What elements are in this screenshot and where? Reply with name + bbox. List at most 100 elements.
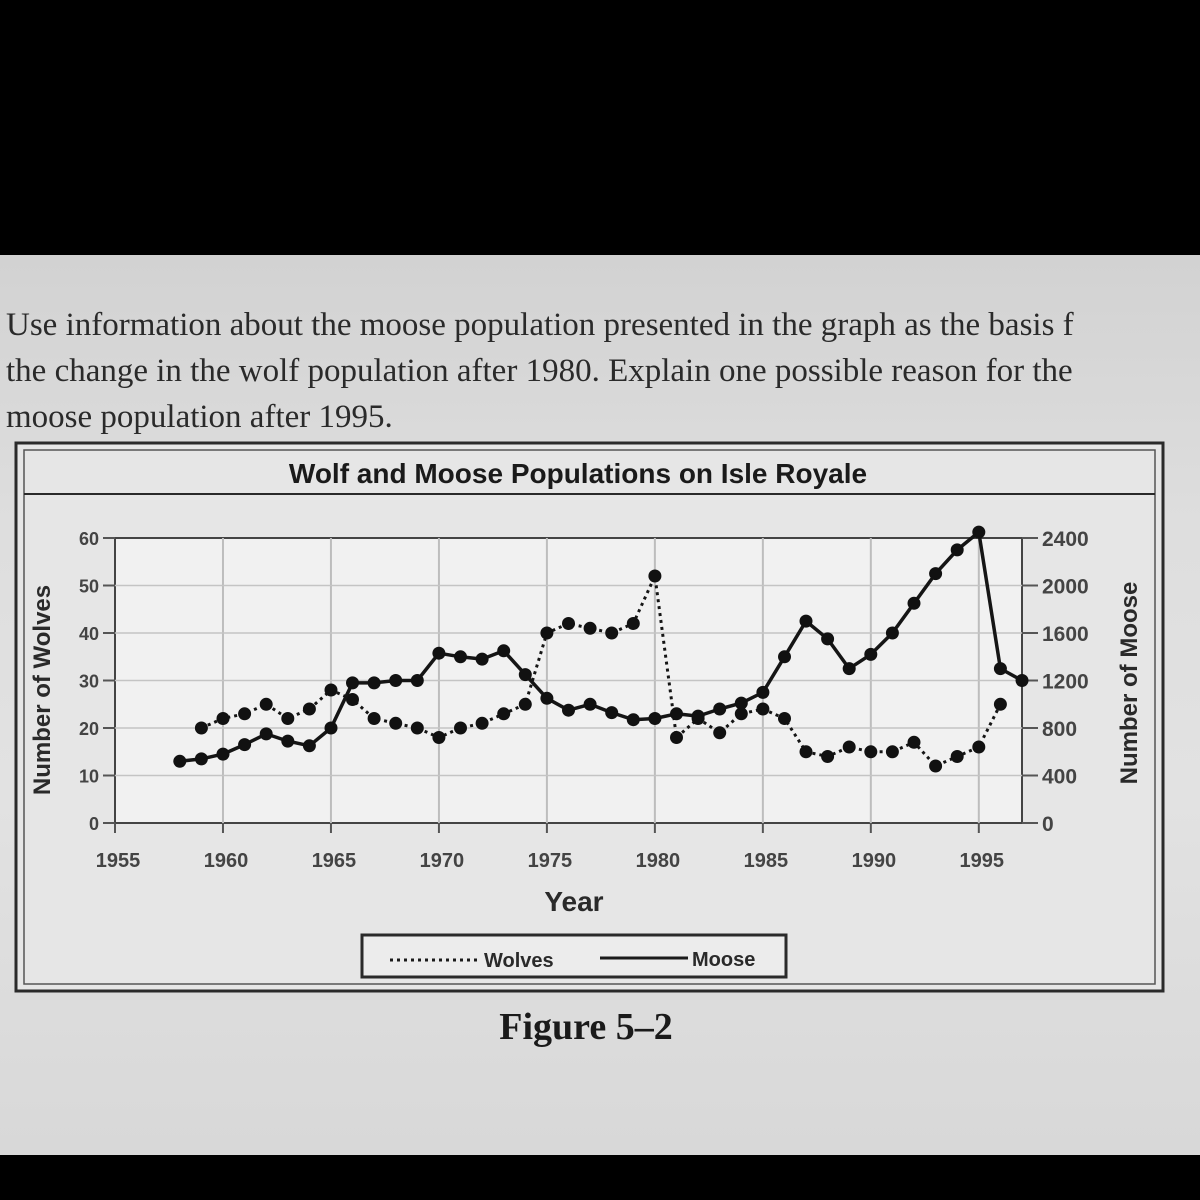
data-point-wolves: [756, 702, 770, 716]
data-point-wolves: [216, 712, 230, 725]
data-point-moose: [1015, 674, 1029, 687]
y-right-tick-label: 1600: [1042, 623, 1089, 646]
x-tick-label: 1975: [528, 850, 573, 872]
data-point-wolves: [907, 735, 921, 749]
y-right-tick-label: 0: [1042, 813, 1054, 836]
data-point-wolves: [778, 712, 791, 725]
data-point-moose: [864, 647, 878, 661]
legend-box: [360, 933, 788, 979]
data-point-wolves: [238, 707, 252, 721]
x-tick-label: 1990: [852, 850, 897, 872]
y-axis-right-label: Number of Moose: [1116, 582, 1143, 785]
data-point-wolves: [842, 740, 856, 754]
x-tick-label: 1965: [312, 850, 357, 872]
y-axis-left: 0 10 20 30 40 50 60: [79, 529, 115, 834]
data-point-wolves: [324, 683, 338, 697]
y-left-tick-label: 20: [79, 719, 99, 739]
data-point-moose: [562, 703, 575, 717]
data-point-wolves: [281, 712, 295, 725]
question-line: moose population after 1995.: [6, 399, 393, 435]
figure-caption: Figure 5–2: [499, 1006, 673, 1048]
data-point-moose: [259, 727, 273, 741]
question-text: Use information about the moose populati…: [6, 302, 1196, 440]
data-point-moose: [842, 662, 856, 676]
data-point-wolves: [540, 626, 554, 640]
data-point-wolves: [454, 721, 467, 735]
data-point-wolves: [410, 721, 424, 735]
data-point-moose: [346, 676, 359, 690]
y-axis-left-label: Number of Wolves: [29, 585, 56, 795]
y-left-tick-label: 10: [79, 767, 99, 787]
data-point-moose: [410, 674, 424, 687]
data-point-moose: [540, 691, 554, 705]
series-line-moose: [179, 530, 1023, 764]
x-tick-label: 1955: [96, 850, 141, 872]
y-right-tick-label: 2000: [1042, 576, 1089, 599]
legend-label-moose: Moose: [692, 949, 755, 971]
x-tick-label: 1970: [420, 850, 465, 872]
data-point-wolves: [432, 731, 446, 744]
data-point-wolves: [389, 716, 403, 730]
data-point-moose: [518, 668, 532, 682]
data-point-wolves: [713, 726, 727, 740]
y-left-tick-label: 0: [89, 814, 99, 834]
x-tick-label: 1985: [744, 850, 789, 872]
data-point-wolves: [821, 750, 835, 763]
data-point-wolves: [367, 712, 381, 725]
data-point-moose: [734, 696, 748, 710]
data-point-moose: [324, 721, 338, 735]
data-point-moose: [885, 626, 899, 640]
data-point-wolves: [562, 617, 575, 630]
chart-inner-border: [23, 449, 1156, 985]
data-point-moose: [454, 650, 467, 664]
data-point-moose: [432, 646, 446, 660]
data-point-wolves: [670, 731, 683, 744]
data-point-moose: [389, 674, 403, 687]
data-point-moose: [194, 752, 208, 766]
data-point-moose: [605, 706, 619, 720]
data-point-wolves: [929, 759, 943, 773]
y-left-tick-label: 40: [79, 624, 99, 644]
data-point-wolves: [194, 721, 208, 735]
data-point-moose: [281, 734, 295, 748]
data-point-wolves: [605, 626, 619, 640]
y-left-tick-label: 30: [79, 672, 99, 692]
data-point-wolves: [497, 707, 511, 721]
data-point-wolves: [583, 621, 597, 635]
data-point-wolves: [950, 750, 964, 763]
y-axis-right: 0 400 800 1200 1600 2000 2400: [1022, 528, 1089, 836]
x-axis-label: Year: [544, 886, 603, 917]
y-left-tick-label: 60: [79, 529, 99, 549]
data-point-moose: [173, 754, 187, 768]
data-point-moose: [907, 596, 921, 610]
x-tick-label: 1980: [636, 850, 681, 872]
data-point-moose: [993, 662, 1007, 676]
y-right-tick-label: 1200: [1042, 671, 1089, 694]
data-point-moose: [713, 702, 727, 716]
data-point-moose: [583, 697, 597, 711]
data-point-moose: [302, 739, 316, 753]
data-point-wolves: [734, 707, 748, 721]
series-wolves: [194, 569, 1007, 773]
legend: Wolves Moose: [360, 933, 788, 979]
chart-title: Wolf and Moose Populations on Isle Royal…: [289, 458, 867, 489]
series-moose: [173, 525, 1029, 768]
data-point-moose: [950, 543, 964, 557]
chart-grid: [114, 537, 1023, 824]
data-point-moose: [648, 712, 662, 725]
x-axis: 1955 1960 1965 1970 1975 1980 1985 1990 1995: [96, 823, 1004, 872]
y-right-tick-label: 2400: [1042, 528, 1089, 551]
data-point-moose: [367, 676, 381, 690]
data-point-moose: [497, 644, 511, 658]
data-point-moose: [929, 567, 943, 581]
data-point-wolves: [993, 697, 1007, 711]
y-left-tick-label: 50: [79, 577, 99, 597]
question-line: Use information about the moose populati…: [6, 307, 1074, 343]
y-right-tick-label: 800: [1042, 718, 1077, 741]
data-point-moose: [216, 747, 230, 761]
question-line: the change in the wolf population after …: [6, 353, 1073, 389]
series-layer: [173, 525, 1029, 773]
data-point-moose: [821, 632, 835, 646]
data-point-moose: [756, 685, 770, 699]
data-point-wolves: [648, 569, 662, 583]
